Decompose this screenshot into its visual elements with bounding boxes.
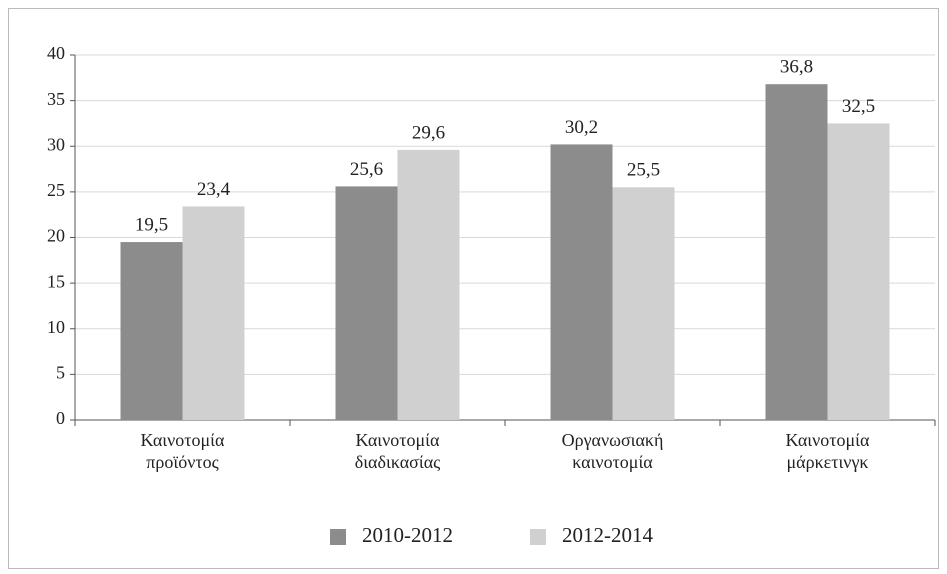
legend-swatch [530,529,546,545]
x-tick-label: Οργανωσιακή καινοτομία [562,430,664,472]
data-label: 25,5 [627,160,660,181]
x-tick-label: Καινοτομία διαδικασίας [355,430,441,472]
data-label: 32,5 [842,96,875,117]
y-tick-label: 5 [56,363,65,383]
data-label: 19,5 [135,214,168,235]
bar [182,206,245,420]
x-tick-label: Καινοτομία προϊόντος [141,430,225,472]
y-tick-label: 20 [47,226,65,246]
data-label: 30,2 [565,117,598,138]
data-label: 29,6 [412,122,445,143]
data-label: 23,4 [197,179,231,200]
legend-label: 2010-2012 [362,523,453,547]
y-tick-label: 25 [47,180,65,200]
y-tick-label: 35 [47,89,65,109]
y-tick-label: 30 [47,134,65,154]
bar [120,242,183,420]
y-tick-label: 15 [47,271,65,291]
legend-swatch [330,529,346,545]
bar [335,186,398,420]
bar [765,84,828,420]
y-tick-label: 10 [47,317,65,337]
legend-label: 2012-2014 [562,523,653,547]
x-tick-label: Καινοτομία μάρκετινγκ [786,430,870,472]
bar [550,144,613,421]
bar [612,187,675,420]
y-tick-label: 0 [56,408,65,428]
bar [397,149,460,420]
bar [827,123,890,420]
data-label: 25,6 [350,159,383,180]
y-tick-label: 40 [47,43,65,63]
data-label: 36,8 [780,57,813,78]
